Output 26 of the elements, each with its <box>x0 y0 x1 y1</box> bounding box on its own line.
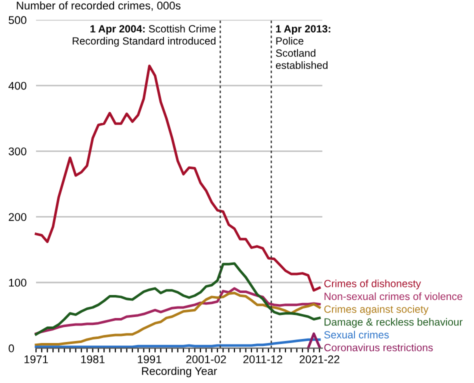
x-axis-title: Recording Year <box>142 366 217 378</box>
series-label: Coronavirus restrictions <box>324 344 433 352</box>
series-label: Crimes of dishonesty <box>324 280 421 290</box>
ref-line-label: 1 Apr 2013: Police Scotland established <box>276 25 330 69</box>
x-tick-label: 1981 <box>81 355 105 364</box>
x-tick-label: 2021-22 <box>300 355 340 364</box>
x-tick-label: 1971 <box>24 355 48 364</box>
y-tick-label: 400 <box>8 82 26 90</box>
y-tick-label: 500 <box>8 16 26 24</box>
series-label: Crimes against society <box>324 305 429 315</box>
ref-line-label: 1 Apr 2004: Scottish Crime Recording Standard introduced <box>72 24 216 47</box>
y-tick-label: 100 <box>9 278 26 287</box>
x-tick-label: 2001-02 <box>186 355 226 364</box>
line-series <box>34 287 321 335</box>
x-tick-label: 2011-12 <box>243 355 282 364</box>
line-series <box>34 338 321 348</box>
series-label: Damage & reckless behaviour <box>324 318 463 328</box>
series-label: Non-sexual crimes of violence <box>324 292 462 300</box>
y-tick-label: 300 <box>8 147 26 156</box>
line-series <box>34 292 321 346</box>
y-tick-label: 200 <box>8 213 26 221</box>
y-tick-label: 0 <box>8 344 14 352</box>
line-series <box>34 262 321 336</box>
y-axis-title: Number of recorded crimes, 000s <box>16 1 180 11</box>
series-label: Sexual crimes <box>324 330 389 338</box>
x-tick-label: 1991 <box>138 355 162 364</box>
